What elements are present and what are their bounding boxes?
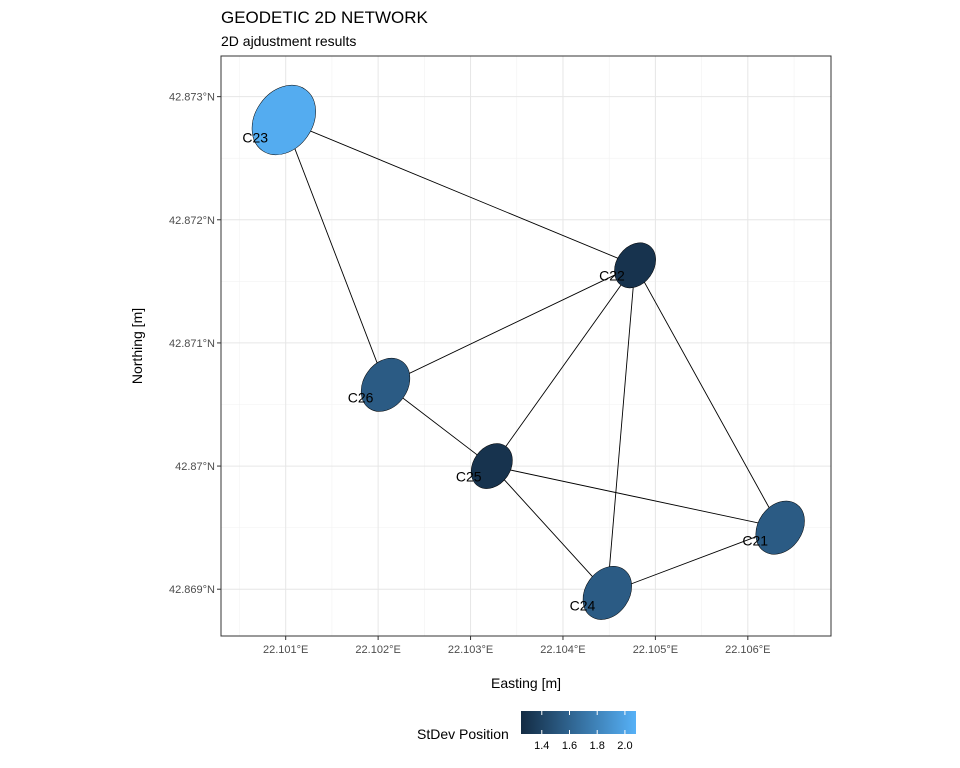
error-ellipse	[470, 443, 513, 489]
x-tick-label: 22.104°E	[540, 644, 585, 656]
network-edge	[634, 265, 781, 528]
chart-subtitle: 2D ajdustment results	[221, 33, 356, 49]
error-ellipses	[251, 85, 805, 620]
point-label: C23	[242, 130, 268, 146]
x-tick-label: 22.106°E	[725, 644, 770, 656]
point-label: C26	[348, 390, 374, 406]
point-label: C21	[742, 532, 768, 548]
x-axis-title: Easting [m]	[491, 675, 561, 691]
legend-ticks: 1.4 1.6 1.8 2.0	[534, 711, 633, 752]
error-ellipse	[360, 357, 411, 412]
network-edge	[385, 384, 493, 467]
y-tick-label: 42.872°N	[169, 215, 215, 227]
point-label: C25	[456, 468, 482, 484]
error-ellipse	[251, 85, 316, 156]
x-axis: 22.101°E 22.102°E 22.103°E 22.104°E 22.105°E…	[263, 636, 771, 656]
point-labels: C21 C22 C23 C24 C25 C26	[242, 130, 768, 614]
error-ellipse	[614, 242, 656, 289]
y-tick-label: 42.869°N	[169, 584, 215, 596]
error-ellipse	[582, 566, 632, 620]
network-edge	[283, 119, 386, 385]
x-tick-label: 22.105°E	[633, 644, 678, 656]
network-edge	[283, 119, 636, 266]
y-axis-title: Northing [m]	[129, 308, 145, 384]
x-tick-label: 22.101°E	[263, 644, 308, 656]
error-ellipse	[755, 500, 805, 555]
legend-tick-label: 1.6	[562, 740, 577, 752]
plot-border	[220, 55, 832, 637]
legend-colorbar	[521, 711, 636, 734]
y-tick-label: 42.871°N	[169, 338, 215, 350]
plot-panel	[221, 56, 831, 636]
y-axis: 42.869°N 42.87°N 42.871°N 42.872°N 42.873°N	[169, 92, 221, 596]
network-edge	[607, 527, 781, 594]
x-tick-label: 22.102°E	[355, 644, 400, 656]
network-edge	[491, 465, 608, 594]
x-tick-label: 22.103°E	[448, 644, 493, 656]
y-tick-label: 42.87°N	[175, 461, 215, 473]
legend-tick-label: 1.4	[534, 740, 549, 752]
point-label: C22	[599, 268, 625, 284]
y-tick-label: 42.873°N	[169, 92, 215, 104]
network-edge	[491, 265, 636, 467]
network-edge	[491, 465, 781, 529]
chart-title: GEODETIC 2D NETWORK	[221, 8, 429, 27]
network-edges	[283, 119, 781, 594]
point-label: C24	[570, 598, 596, 614]
legend-tick-label: 1.8	[590, 740, 605, 752]
legend-title: StDev Position	[417, 726, 509, 742]
network-edge	[385, 264, 636, 386]
network-edge	[606, 265, 636, 593]
color-legend: StDev Position 1.4 1.6 1.8 2.0	[417, 711, 636, 752]
legend-tick-label: 2.0	[617, 740, 632, 752]
